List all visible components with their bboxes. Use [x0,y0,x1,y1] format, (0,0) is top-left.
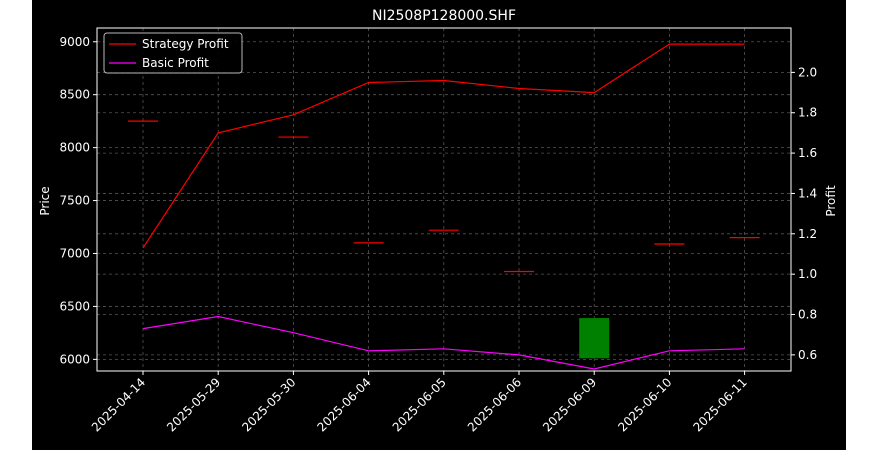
series-line-strategy-profit [142,43,745,249]
y-tick-label-left: 8000 [59,141,90,155]
right-axis-ticks: 0.6 0.8 1.0 1.2 1.4 1.6 1.8 2.0 [791,65,817,362]
legend: Strategy Profit Basic Profit [103,32,243,74]
y-tick-label-right: 0.8 [798,308,817,322]
chart-title: NI2508P128000.SHF [372,8,516,24]
y-tick-label-right: 1.2 [798,227,817,241]
legend-label-strategy-profit: Strategy Profit [142,37,229,51]
y-tick-label-right: 0.6 [798,348,817,362]
y-tick-label-left: 6000 [59,352,90,366]
y-tick-label-right: 1.8 [798,106,817,120]
y-tick-label-right: 1.6 [798,146,817,160]
y-tick-label-left: 7500 [59,194,90,208]
figure-background [32,0,846,450]
series-line-basic-profit [142,315,745,370]
left-axis-ticks: 6000 6500 7000 7500 8000 8500 9000 [59,35,97,366]
y-axis-label-left: Price [38,186,52,215]
y-tick-label-right: 1.0 [798,267,817,281]
y-tick-label-left: 8500 [59,88,90,102]
price-candle [579,318,610,359]
y-axis-label-right: Profit [824,185,838,217]
y-tick-label-right: 1.4 [798,186,817,200]
y-tick-label-right: 2.0 [798,65,817,79]
profit-lines [142,43,745,370]
y-tick-label-left: 6500 [59,299,90,313]
legend-box [103,32,243,74]
price-candles [128,120,760,359]
y-tick-label-left: 9000 [59,35,90,49]
legend-label-basic-profit: Basic Profit [142,56,209,70]
y-tick-label-left: 7000 [59,246,90,260]
